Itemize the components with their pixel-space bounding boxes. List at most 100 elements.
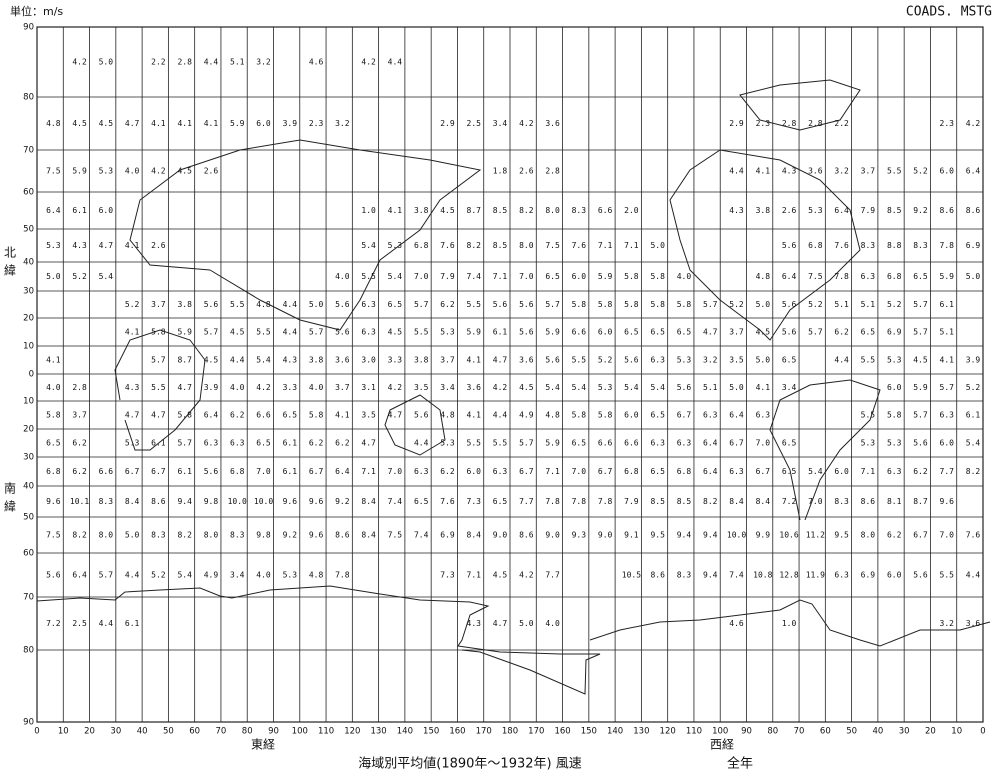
wind-speed: 6.1 bbox=[72, 206, 87, 215]
wind-speed: 7.5 bbox=[46, 167, 61, 176]
wind-speed: 9.4 bbox=[677, 531, 692, 540]
lon-label: 120 bbox=[344, 727, 360, 737]
wind-speed: 4.4 bbox=[125, 571, 140, 580]
wind-speed: 6.3 bbox=[703, 411, 718, 420]
wind-speed: 7.8 bbox=[545, 497, 560, 506]
wind-speed: 6.4 bbox=[204, 411, 219, 420]
wind-speed: 6.5 bbox=[650, 467, 665, 476]
wind-speed: 4.7 bbox=[703, 328, 718, 337]
wind-speed: 5.5 bbox=[467, 439, 482, 448]
wind-speed: 6.0 bbox=[940, 439, 955, 448]
wind-speed: 8.3 bbox=[677, 571, 692, 580]
lon-label: 60 bbox=[189, 727, 200, 737]
wind-speed: 5.9 bbox=[545, 328, 560, 337]
wind-speed: 4.0 bbox=[545, 619, 560, 628]
wind-speed: 5.5 bbox=[493, 439, 508, 448]
wind-speed: 5.6 bbox=[204, 467, 219, 476]
lon-label: 110 bbox=[686, 727, 702, 737]
wind-speed: 6.3 bbox=[361, 328, 376, 337]
wind-speed: 8.6 bbox=[861, 497, 876, 506]
wind-speed: 6.0 bbox=[572, 272, 587, 281]
wind-speed: 5.2 bbox=[808, 300, 823, 309]
wind-speed: 6.2 bbox=[887, 531, 902, 540]
wind-speed: 1.0 bbox=[782, 619, 797, 628]
wind-speed: 5.7 bbox=[99, 571, 114, 580]
wind-speed: 7.4 bbox=[414, 531, 429, 540]
wind-speed: 5.4 bbox=[624, 383, 639, 392]
wind-speed: 4.3 bbox=[467, 619, 482, 628]
wind-speed: 7.8 bbox=[335, 571, 350, 580]
wind-speed: 6.9 bbox=[887, 328, 902, 337]
wind-speed: 5.3 bbox=[440, 439, 455, 448]
lon-label: 70 bbox=[794, 727, 805, 737]
wind-speed: 6.7 bbox=[519, 467, 534, 476]
lat-label: 80 bbox=[23, 646, 34, 656]
wind-speed: 4.7 bbox=[99, 241, 114, 250]
wind-speed: 4.5 bbox=[72, 119, 87, 128]
wind-speed: 6.7 bbox=[913, 531, 928, 540]
wind-speed: 6.6 bbox=[256, 411, 271, 420]
wind-speed: 8.6 bbox=[335, 531, 350, 540]
wind-speed: 6.0 bbox=[256, 119, 271, 128]
wind-speed: 5.2 bbox=[887, 300, 902, 309]
wind-speed: 11.2 bbox=[806, 531, 825, 540]
wind-speed: 5.5 bbox=[861, 411, 876, 420]
wind-speed: 6.5 bbox=[650, 328, 665, 337]
wind-speed: 4.7 bbox=[493, 619, 508, 628]
wind-speed: 3.7 bbox=[440, 356, 455, 365]
wind-speed: 7.8 bbox=[940, 241, 955, 250]
wind-speed: 6.1 bbox=[940, 300, 955, 309]
wind-speed: 4.8 bbox=[46, 119, 61, 128]
wind-speed: 4.4 bbox=[204, 58, 219, 67]
lon-label: 10 bbox=[951, 727, 962, 737]
lat-label: 70 bbox=[23, 593, 34, 603]
wind-speed: 2.3 bbox=[756, 119, 771, 128]
wind-speed: 9.4 bbox=[703, 531, 718, 540]
wind-speed: 3.6 bbox=[545, 119, 560, 128]
wind-speed: 8.6 bbox=[519, 531, 534, 540]
wind-speed: 5.8 bbox=[598, 411, 613, 420]
wind-speed: 4.2 bbox=[151, 167, 166, 176]
lat-label: 10 bbox=[23, 342, 34, 352]
wind-speed: 9.9 bbox=[756, 531, 771, 540]
wind-speed: 7.6 bbox=[440, 497, 455, 506]
lat-label: 70 bbox=[23, 146, 34, 156]
wind-speed: 7.1 bbox=[467, 571, 482, 580]
wind-speed: 6.9 bbox=[966, 241, 981, 250]
wind-speed: 7.2 bbox=[46, 619, 61, 628]
wind-speed: 5.3 bbox=[677, 356, 692, 365]
wind-speed: 5.0 bbox=[756, 356, 771, 365]
wind-speed: 7.0 bbox=[572, 467, 587, 476]
wind-speed: 9.2 bbox=[335, 497, 350, 506]
wind-speed: 8.4 bbox=[361, 531, 376, 540]
wind-speed: 4.0 bbox=[46, 383, 61, 392]
wind-speed: 4.5 bbox=[177, 167, 192, 176]
lon-label: 40 bbox=[137, 727, 148, 737]
wind-speed: 8.3 bbox=[861, 241, 876, 250]
wind-speed: 4.2 bbox=[361, 58, 376, 67]
wind-speed: 5.4 bbox=[572, 383, 587, 392]
wind-speed: 4.1 bbox=[756, 167, 771, 176]
wind-speed: 7.6 bbox=[440, 241, 455, 250]
wind-speed: 2.9 bbox=[440, 119, 455, 128]
wind-speed: 6.4 bbox=[703, 439, 718, 448]
wind-speed: 3.7 bbox=[151, 300, 166, 309]
wind-speed: 6.1 bbox=[283, 439, 298, 448]
lat-label: 80 bbox=[23, 93, 34, 103]
wind-speed: 5.7 bbox=[414, 300, 429, 309]
wind-speed: 9.6 bbox=[309, 497, 324, 506]
wind-speed: 6.3 bbox=[729, 467, 744, 476]
wind-speed: 3.6 bbox=[335, 356, 350, 365]
wind-speed: 7.5 bbox=[388, 531, 403, 540]
wind-speed: 8.6 bbox=[650, 571, 665, 580]
wind-speed: 4.5 bbox=[440, 206, 455, 215]
code-label: COADS. MSTG bbox=[906, 5, 992, 20]
wind-speed: 4.9 bbox=[519, 411, 534, 420]
wind-speed: 2.8 bbox=[808, 119, 823, 128]
south-label: 南緯 bbox=[3, 481, 17, 518]
wind-speed: 5.5 bbox=[572, 356, 587, 365]
wind-speed: 9.0 bbox=[545, 531, 560, 540]
wind-speed: 3.8 bbox=[309, 356, 324, 365]
wind-speed: 4.1 bbox=[125, 328, 140, 337]
wind-speed: 8.2 bbox=[519, 206, 534, 215]
